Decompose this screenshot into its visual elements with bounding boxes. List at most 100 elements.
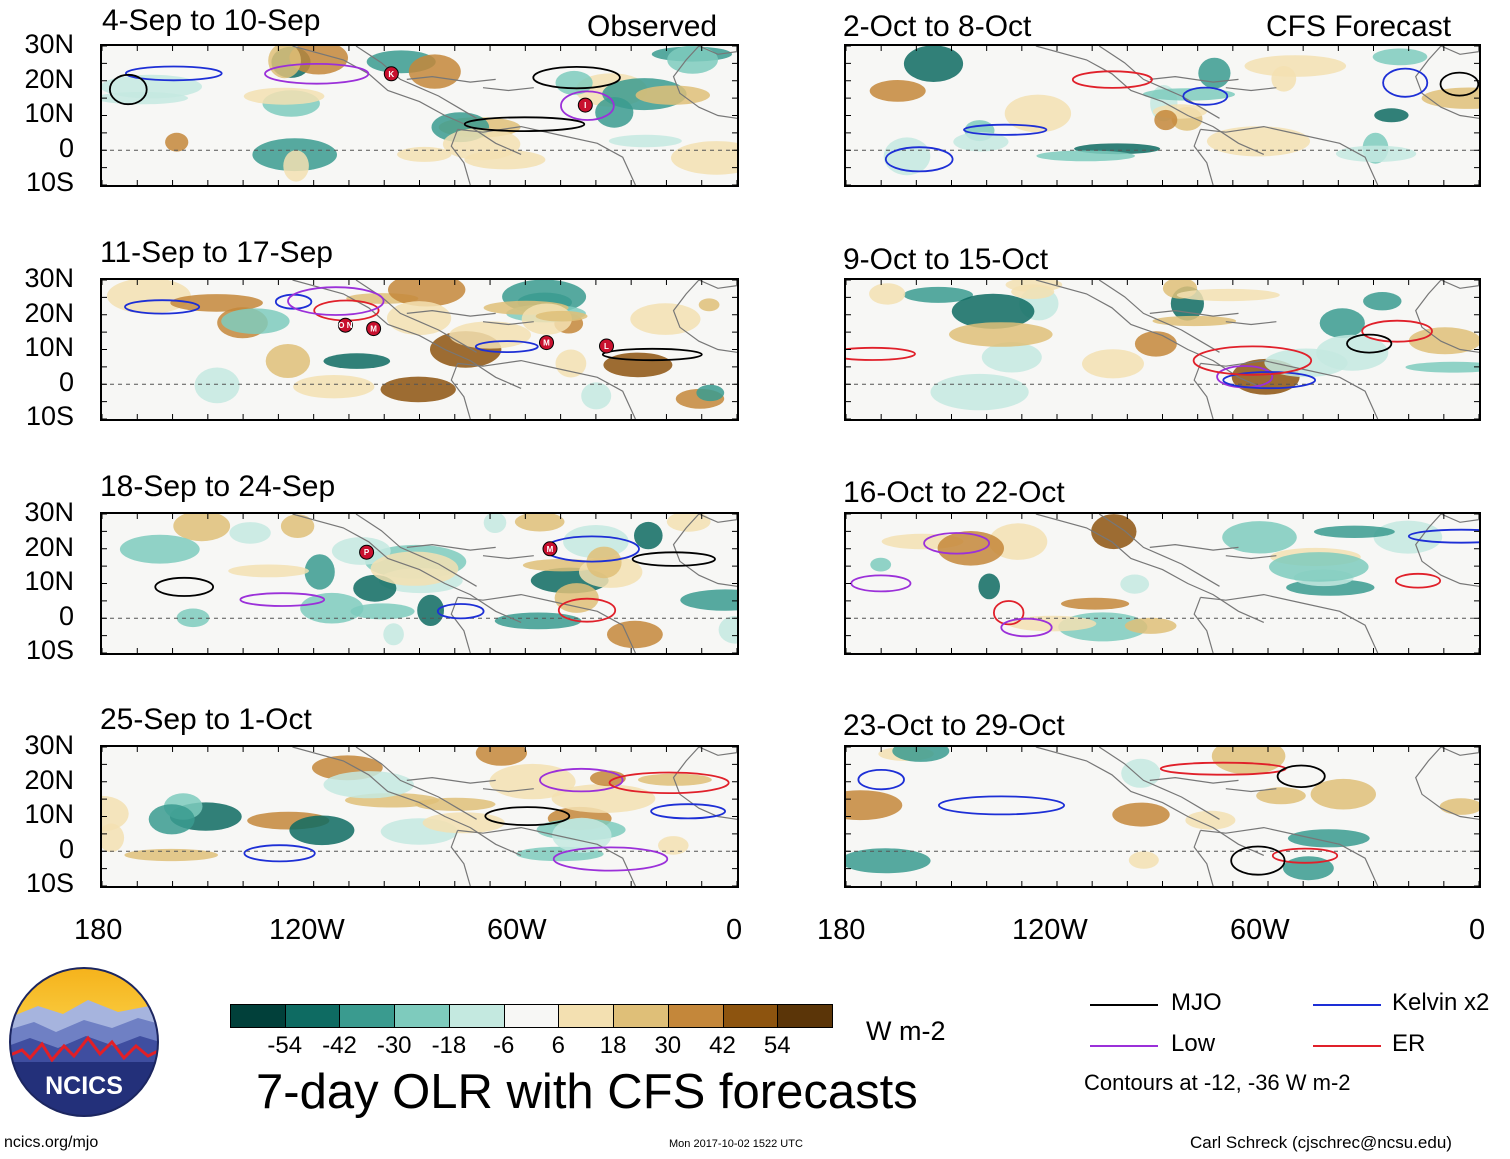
wave-contour — [1346, 333, 1393, 354]
coastline — [406, 776, 496, 784]
cyclone-label: O N — [338, 321, 352, 330]
olr-anomaly-blob — [595, 97, 634, 128]
coastline — [698, 747, 737, 756]
olr-anomaly-blob — [666, 514, 711, 532]
lat-tick-row4-4: 10S — [25, 868, 74, 898]
olr-anomaly-blob — [387, 301, 452, 336]
ncics-logo-text: NCICS — [45, 1072, 123, 1100]
olr-anomaly-blob — [1363, 292, 1402, 311]
olr-anomaly-blob — [304, 554, 335, 590]
olr-anomaly-blob — [1152, 315, 1237, 327]
olr-anomaly-blob — [1373, 520, 1443, 554]
olr-anomaly-blob — [1124, 617, 1177, 634]
olr-anomaly-blob — [555, 349, 587, 378]
olr-anomaly-blob — [107, 280, 191, 314]
lat-tick-row2-0: 30N — [24, 263, 74, 293]
wave-contour — [1192, 345, 1313, 376]
coastline — [450, 129, 471, 185]
wave-contour — [264, 62, 370, 85]
olr-anomaly-blob — [667, 46, 718, 74]
olr-anomaly-blob — [388, 280, 466, 307]
colorbar-units: W m-2 — [866, 1016, 946, 1046]
legend-line-kelvin — [1313, 1004, 1381, 1006]
forecast-header: CFS Forecast — [1266, 10, 1452, 43]
olr-anomaly-blob — [892, 747, 950, 762]
legend-line-er — [1313, 1045, 1381, 1047]
cyclone-icon — [542, 541, 558, 557]
map-panel-fc-3 — [844, 512, 1481, 655]
tropical-cyclone-marker: M — [539, 335, 554, 351]
observed-header: Observed — [587, 10, 718, 43]
olr-anomaly-blob — [1244, 55, 1347, 77]
tropical-cyclone-marker: O N — [337, 317, 353, 333]
footer-url[interactable]: ncics.org/mjo — [4, 1134, 99, 1151]
olr-anomaly-blob — [293, 375, 375, 399]
panel-title-obs-1: 4-Sep to 10-Sep — [102, 4, 321, 37]
coastline — [406, 543, 496, 551]
cyclone-label: I — [584, 101, 586, 110]
olr-anomaly-blob — [535, 310, 588, 322]
colorbar-swatch-3 — [394, 1004, 450, 1028]
colorbar-label-4: -6 — [492, 1032, 515, 1059]
olr-anomaly-blob — [397, 146, 452, 162]
ncics-logo: NCICS — [8, 966, 160, 1118]
coastline — [1035, 46, 1265, 155]
coastline — [1035, 280, 1265, 389]
wave-contour — [125, 65, 223, 82]
olr-anomaly-blob — [370, 551, 459, 586]
olr-anomaly-blob — [696, 384, 725, 402]
panel-title-fc-2: 9-Oct to 15-Oct — [843, 243, 1049, 276]
colorbar-label-5: 6 — [551, 1032, 566, 1059]
cyclone-icon — [577, 97, 593, 113]
wave-contour — [963, 123, 1048, 136]
olr-anomaly-blob — [1091, 514, 1137, 550]
cyclone-icon — [539, 335, 554, 351]
wave-contour — [532, 66, 621, 90]
lon-tick-60w-right: 60W — [1230, 914, 1290, 946]
olr-anomaly-blob — [718, 616, 737, 644]
coastline — [1098, 46, 1220, 119]
wave-contour — [239, 592, 326, 607]
wave-contour — [1361, 319, 1433, 343]
lat-tick-row1-3: 0 — [58, 132, 74, 163]
olr-anomaly-blob — [170, 294, 263, 312]
olr-anomaly-blob — [1314, 525, 1395, 538]
wave-contour — [992, 600, 1025, 626]
olr-anomaly-blob — [1004, 94, 1072, 133]
colorbar-label-0: -54 — [267, 1032, 303, 1059]
coastline — [457, 125, 636, 185]
coastline — [1415, 747, 1479, 820]
lat-tick-row1-1: 20N — [24, 63, 74, 94]
wave-contour — [552, 846, 669, 872]
olr-anomaly-blob — [494, 612, 582, 630]
olr-anomaly-blob — [846, 790, 903, 821]
olr-anomaly-blob — [408, 54, 461, 89]
olr-anomaly-blob — [581, 382, 612, 410]
coastline — [672, 747, 737, 820]
map-panel-fc-4 — [844, 745, 1481, 888]
lat-tick-row3-1: 20N — [24, 531, 74, 562]
wave-contour — [650, 803, 726, 820]
panel-title-fc-4: 23-Oct to 29-Oct — [843, 709, 1065, 742]
olr-anomaly-blob — [883, 137, 931, 176]
olr-anomaly-blob — [1287, 829, 1370, 848]
wave-contour — [1000, 617, 1053, 638]
tropical-cyclone-marker: M — [542, 541, 558, 557]
colorbar-swatch-1 — [284, 1004, 341, 1028]
lon-tick-180-left: 180 — [74, 914, 123, 946]
colorbar-label-2: -30 — [376, 1032, 412, 1059]
olr-anomaly-blob — [630, 303, 701, 335]
olr-anomaly-blob — [951, 293, 1035, 329]
legend-label-kelvin: Kelvin x2 — [1392, 989, 1490, 1016]
olr-anomaly-blob — [323, 353, 391, 369]
map-canvas-5 — [846, 280, 1479, 419]
colorbar-label-6: 18 — [599, 1032, 627, 1059]
colorbar-swatch-2 — [339, 1004, 396, 1028]
olr-anomaly-blob — [489, 763, 576, 800]
olr-anomaly-blob — [289, 46, 348, 75]
olr-anomaly-blob — [119, 534, 200, 564]
coastline — [482, 87, 534, 92]
olr-anomaly-blob — [1008, 615, 1097, 632]
coastline — [1193, 129, 1214, 185]
olr-anomaly-blob — [869, 283, 906, 305]
